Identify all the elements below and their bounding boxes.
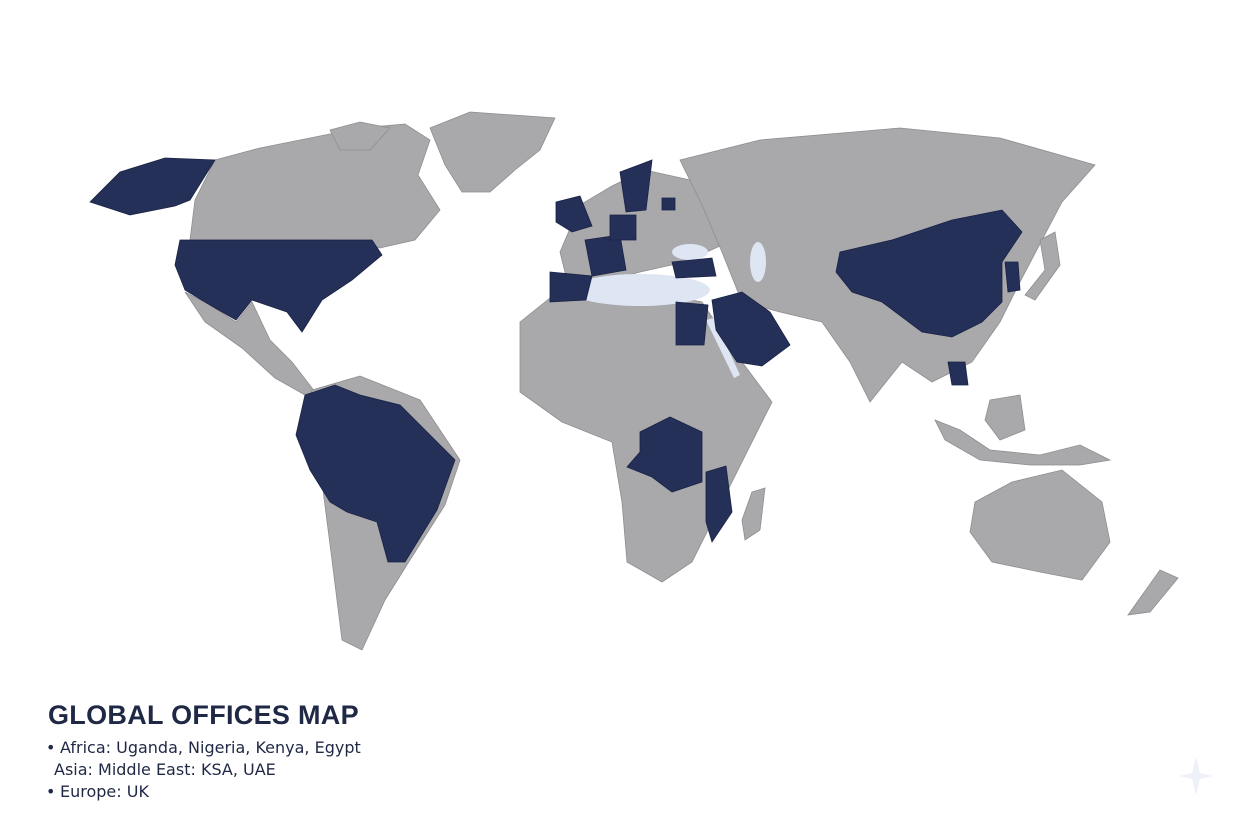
greenland [429, 111, 556, 193]
madagascar [741, 487, 766, 541]
sweden [619, 159, 653, 213]
france [584, 234, 627, 277]
black-sea [672, 244, 708, 260]
indonesia-borneo [984, 394, 1026, 441]
latvia [661, 197, 676, 211]
canada [189, 123, 441, 249]
germany [609, 214, 637, 241]
australia [969, 469, 1111, 581]
caspian-sea [750, 242, 766, 282]
legend-item: • Africa: Uganda, Nigeria, Kenya, Egypt [46, 738, 361, 757]
new-zealand [1127, 569, 1179, 616]
uk-ireland [555, 195, 593, 233]
saudi-arabia [711, 291, 791, 367]
mozambique-tanzania [705, 465, 733, 543]
map-legend: GLOBAL OFFICES MAP • Africa: Uganda, Nige… [46, 700, 361, 803]
alaska [89, 157, 216, 216]
japan [1024, 231, 1061, 301]
korea [1004, 261, 1021, 293]
mediterranean-sea [570, 274, 710, 306]
map-title: GLOBAL OFFICES MAP [48, 700, 359, 730]
china [835, 209, 1023, 338]
egypt [675, 301, 709, 346]
legend-item: • Europe: UK [46, 782, 149, 801]
usa [174, 239, 383, 333]
vietnam-cambodia [947, 361, 969, 386]
turkey [671, 257, 717, 279]
uk-islands-gray [329, 121, 391, 151]
legend-item: Asia: Middle East: KSA, UAE [54, 760, 276, 779]
indonesia [934, 419, 1112, 466]
sparkle-icon [1180, 757, 1212, 795]
dr-congo [626, 416, 703, 493]
mexico-central-america [184, 291, 326, 409]
spain-portugal [549, 271, 593, 303]
red-sea [706, 318, 740, 378]
colombia-peru-brazil [295, 384, 456, 563]
